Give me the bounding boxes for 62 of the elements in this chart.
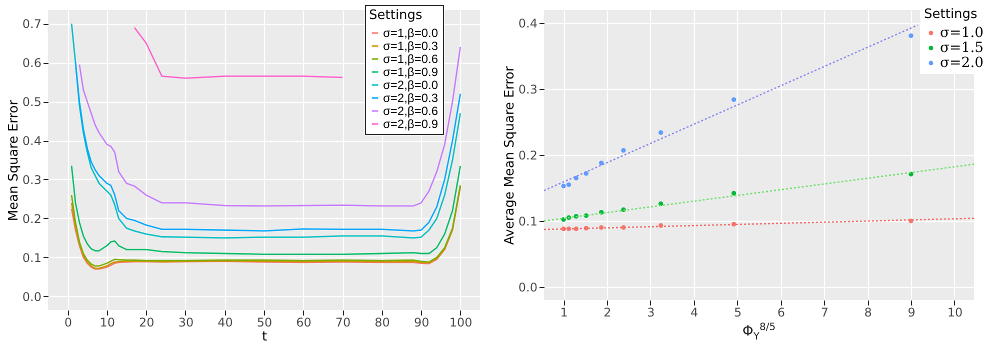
legend-label: σ=2,β=0.3 bbox=[383, 91, 438, 105]
y-tick-label: 0.0 bbox=[518, 280, 538, 294]
x-tick-label: 7 bbox=[820, 306, 828, 320]
x-tick-label: 3 bbox=[647, 306, 655, 320]
x-tick-label: 70 bbox=[335, 316, 351, 330]
x-tick-label: 4 bbox=[690, 306, 698, 320]
y-tick-label: 0.2 bbox=[518, 148, 538, 162]
x-tick-label: 90 bbox=[414, 316, 430, 330]
y-tick-label: 0.1 bbox=[22, 250, 42, 265]
x-tick-label: 40 bbox=[218, 316, 233, 330]
y-tick-label: 0.2 bbox=[22, 212, 42, 226]
y-tick-label: 0.3 bbox=[518, 82, 538, 97]
legend-label: σ=1,β=0.9 bbox=[383, 65, 438, 79]
y-tick-label: 0.5 bbox=[22, 95, 42, 110]
point bbox=[658, 130, 664, 135]
legend-label: σ=1,β=0.6 bbox=[383, 52, 438, 66]
line-series bbox=[70, 165, 462, 255]
y-tick-label: 0.1 bbox=[518, 214, 538, 228]
x-tick-label: 20 bbox=[139, 316, 154, 330]
y-tick-label: 0.6 bbox=[22, 56, 42, 70]
legend-label: σ=2,β=0.9 bbox=[383, 117, 438, 131]
y-tick-label: 0.4 bbox=[518, 16, 538, 31]
legend-label: σ=2,β=0.6 bbox=[383, 104, 438, 118]
x-tick-label: 6 bbox=[777, 306, 786, 320]
y-axis-title: Average Mean Square Error bbox=[502, 66, 518, 245]
x-tick-label: 0 bbox=[64, 316, 72, 330]
line-series bbox=[70, 22, 462, 239]
x-tick-label: 9 bbox=[908, 306, 916, 320]
y-tick-label: 0.3 bbox=[22, 172, 42, 187]
legend-label: σ=1.0 bbox=[940, 25, 984, 41]
x-tick-label: 1 bbox=[560, 306, 568, 320]
legend-label: σ=2.0 bbox=[940, 55, 984, 71]
x-tick-label: 10 bbox=[100, 316, 116, 330]
point bbox=[561, 184, 566, 188]
legend-label: σ=2,β=0.0 bbox=[383, 78, 438, 92]
y-tick-label: 0.7 bbox=[22, 17, 42, 32]
x-tick-label: 5 bbox=[734, 306, 742, 320]
x-tick-label: 10 bbox=[947, 306, 963, 320]
x-tick-label: 50 bbox=[256, 316, 272, 330]
legend-title: Settings bbox=[924, 7, 978, 22]
point bbox=[598, 160, 604, 166]
legend-title: Settings bbox=[369, 8, 423, 23]
x-tick-label: 100 bbox=[449, 316, 472, 330]
x-tick-label: 8 bbox=[864, 306, 872, 320]
point bbox=[658, 201, 664, 206]
y-axis-title: Mean Square Error bbox=[6, 99, 22, 222]
x-axis-title: t bbox=[262, 330, 268, 344]
x-tick-label: 2 bbox=[604, 306, 612, 320]
line-series bbox=[134, 26, 344, 79]
y-tick-label: 0.0 bbox=[22, 290, 42, 304]
y-tick-label: 0.4 bbox=[22, 134, 42, 148]
x-tick-label: 80 bbox=[374, 316, 390, 330]
x-tick-label: 60 bbox=[296, 316, 312, 330]
point bbox=[621, 148, 626, 153]
point bbox=[566, 182, 572, 187]
point bbox=[731, 97, 736, 102]
legend-label: σ=1,β=0.3 bbox=[383, 39, 438, 53]
point bbox=[731, 190, 736, 196]
legend-label: σ=1,β=0.0 bbox=[383, 26, 438, 40]
x-tick-label: 30 bbox=[178, 316, 194, 330]
point bbox=[908, 33, 914, 38]
legend-label: σ=1.5 bbox=[940, 40, 984, 56]
